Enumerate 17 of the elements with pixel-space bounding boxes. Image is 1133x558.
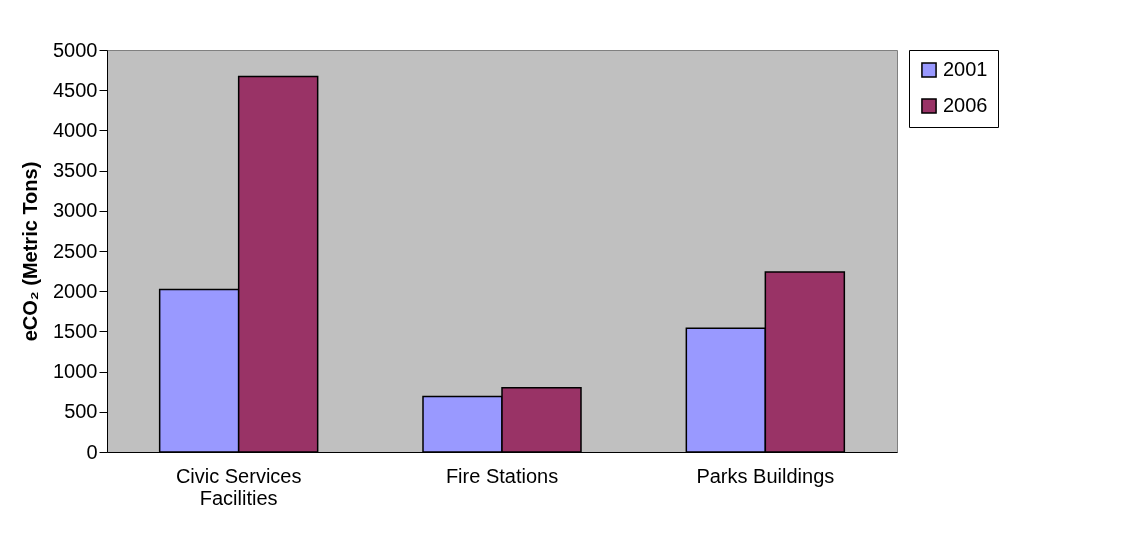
y-tick-label: 3000 bbox=[53, 199, 98, 222]
y-tick-label: 1000 bbox=[53, 360, 98, 383]
y-tick-label: 500 bbox=[64, 400, 98, 423]
y-tick-label: 0 bbox=[86, 440, 98, 463]
y-tick-label: 5000 bbox=[53, 38, 98, 61]
y-tick-label: 3500 bbox=[53, 159, 98, 182]
y-tick-label: 4500 bbox=[53, 78, 98, 101]
y-tick-label: 2500 bbox=[53, 239, 98, 262]
legend-label: 2001 bbox=[943, 58, 988, 80]
x-tick-label: Parks Buildings bbox=[696, 464, 835, 487]
y-axis-title: eCO₂ (Metric Tons) bbox=[19, 161, 42, 342]
y-tick-label: 2000 bbox=[53, 279, 98, 302]
x-tick-label: Civic Services Facilities bbox=[175, 464, 302, 509]
y-tick-label: 1500 bbox=[53, 319, 98, 342]
y-tick-label: 4000 bbox=[53, 118, 98, 141]
x-tick-label: Fire Stations bbox=[445, 464, 559, 487]
legend-label: 2006 bbox=[943, 94, 988, 116]
